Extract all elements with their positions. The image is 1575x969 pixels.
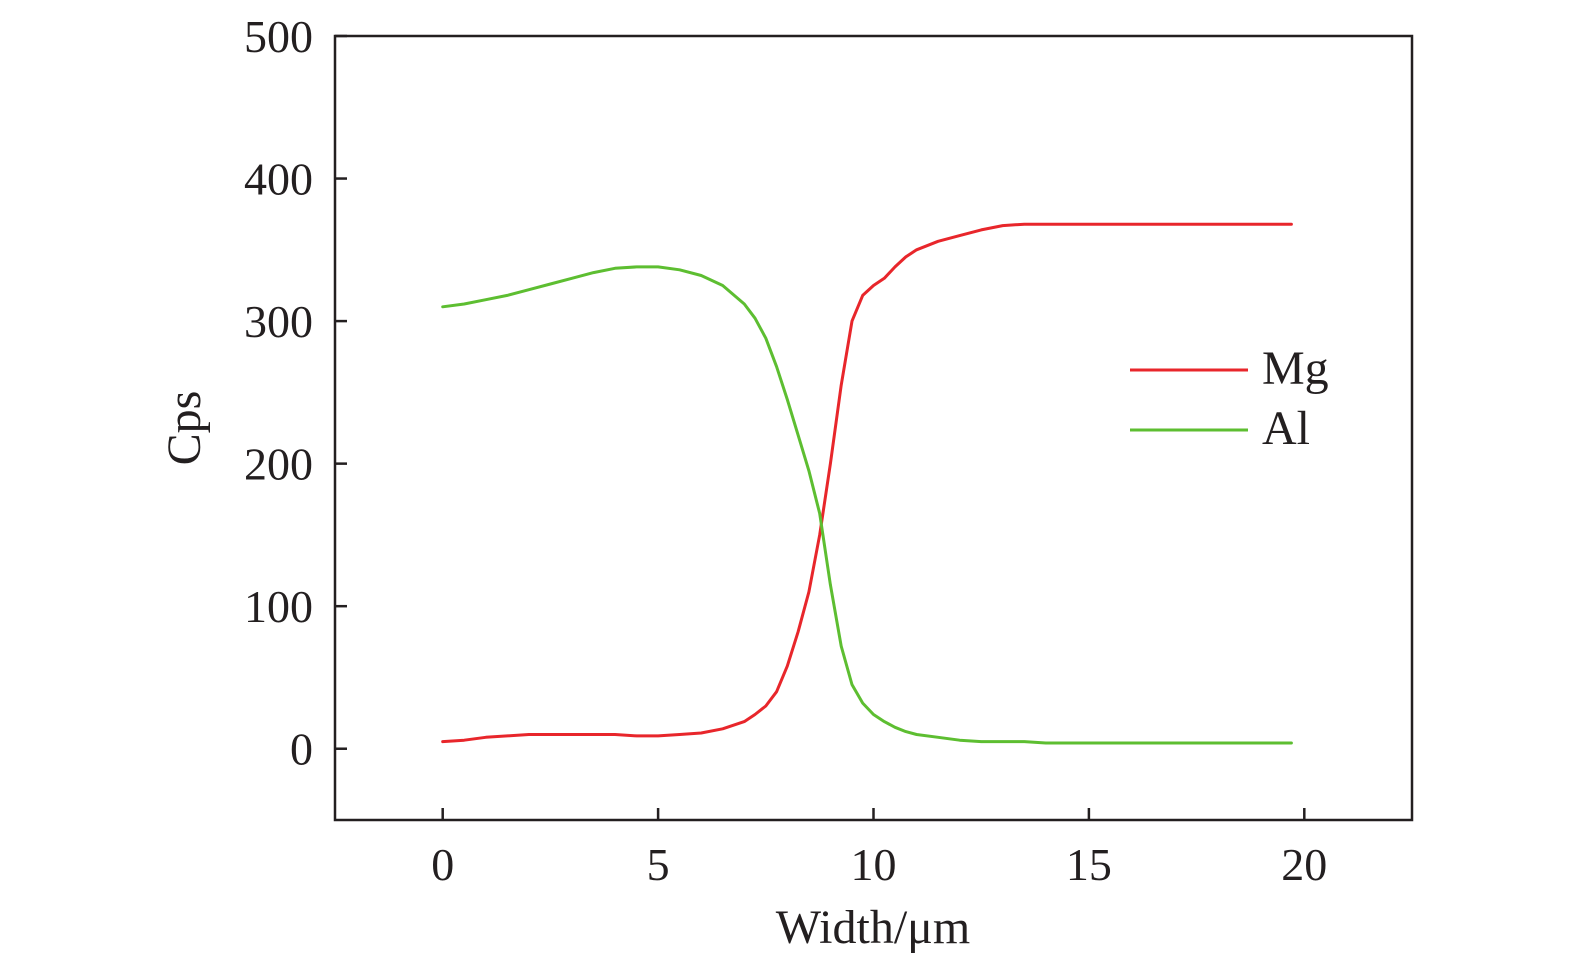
y-tick-label: 200 <box>244 439 313 490</box>
legend-label-mg: Mg <box>1262 342 1329 395</box>
x-axis-title: Width/μm <box>776 901 970 954</box>
y-tick-label: 400 <box>244 154 313 205</box>
y-tick-label: 500 <box>244 11 313 62</box>
y-tick-label: 0 <box>290 724 313 775</box>
series-line-al <box>441 265 1293 745</box>
y-axis-ticks: 0 100 200 300 400 500 <box>244 11 347 775</box>
x-tick-label: 20 <box>1281 839 1327 890</box>
x-tick-label: 0 <box>431 839 454 890</box>
plot-frame <box>333 34 1414 822</box>
x-axis-ticks: 0 5 10 15 20 <box>431 808 1327 890</box>
x-tick-label: 15 <box>1066 839 1112 890</box>
legend-label-al: Al <box>1262 402 1310 455</box>
x-tick-label: 5 <box>647 839 670 890</box>
y-axis-title: Cps <box>158 391 211 466</box>
legend: Mg Al <box>1130 342 1329 455</box>
series-line-mg <box>441 222 1293 744</box>
y-tick-label: 300 <box>244 296 313 347</box>
y-tick-label: 100 <box>244 581 313 632</box>
x-tick-label: 10 <box>851 839 897 890</box>
series-layer <box>441 222 1293 745</box>
